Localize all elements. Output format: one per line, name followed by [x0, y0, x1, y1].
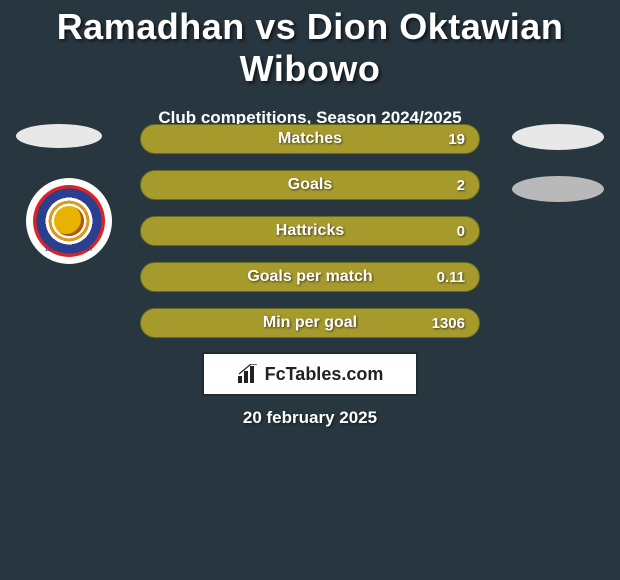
player1-placeholder-ellipse — [16, 124, 102, 148]
bar-chart-icon — [237, 364, 259, 384]
badge-subtext: 11 AGUSTUS 1987 — [45, 247, 93, 253]
stat-label: Hattricks — [276, 222, 344, 240]
stat-label: Goals per match — [247, 268, 372, 286]
stat-label: Min per goal — [263, 314, 357, 332]
player2-placeholder-ellipse-1 — [512, 124, 604, 150]
stat-value: 0.11 — [437, 269, 465, 286]
stat-value: 2 — [457, 177, 465, 194]
site-brand-text: FcTables.com — [265, 364, 384, 385]
stat-row-matches: Matches 19 — [140, 124, 480, 154]
stat-row-min-per-goal: Min per goal 1306 — [140, 308, 480, 338]
stat-row-goals-per-match: Goals per match 0.11 — [140, 262, 480, 292]
date-text: 20 february 2025 — [0, 408, 620, 428]
player1-club-badge: 11 AGUSTUS 1987 — [26, 178, 112, 264]
lion-icon — [54, 206, 84, 236]
stat-row-hattricks: Hattricks 0 — [140, 216, 480, 246]
stat-row-goals: Goals 2 — [140, 170, 480, 200]
stat-value: 19 — [448, 131, 465, 148]
stats-container: Matches 19 Goals 2 Hattricks 0 Goals per… — [140, 124, 480, 354]
arema-badge: 11 AGUSTUS 1987 — [33, 185, 105, 257]
player2-placeholder-ellipse-2 — [512, 176, 604, 202]
site-logo-box: FcTables.com — [202, 352, 418, 396]
stat-value: 1306 — [432, 315, 465, 332]
page-title: Ramadhan vs Dion Oktawian Wibowo — [0, 0, 620, 90]
stat-label: Goals — [288, 176, 332, 194]
stat-label: Matches — [278, 130, 342, 148]
stat-value: 0 — [457, 223, 465, 240]
